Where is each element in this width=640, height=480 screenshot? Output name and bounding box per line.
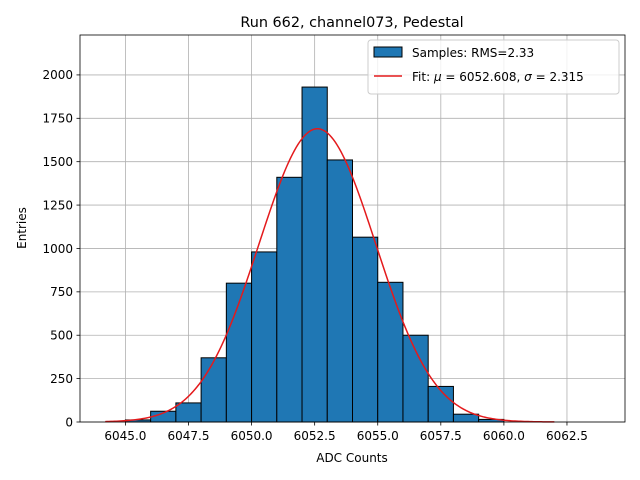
legend-fit-mu-symbol: μ [433,70,442,84]
histogram-bar [251,251,278,423]
histogram-bar [175,402,202,423]
x-tick-label: 6060.0 [483,429,525,443]
x-tick-label: 6050.0 [231,429,273,443]
x-tick-label: 6055.0 [357,429,399,443]
y-tick-label: 250 [50,372,73,386]
legend-fit-prefix: Fit: [412,70,434,84]
chart-title: Run 662, channel073, Pedestal [240,15,463,31]
histogram-bar [326,159,354,423]
x-tick-label: 6052.5 [294,429,336,443]
histogram-bar [452,413,480,423]
y-axis-label: Entries [15,207,29,249]
legend-label-samples: Samples: RMS=2.33 [412,46,534,60]
fit-curve [105,127,555,423]
y-tick-label: 1250 [42,198,73,212]
histogram-bar [276,176,303,423]
x-axis: 6045.0 6047.5 6050.0 6052.5 6055.0 6057.5 6060… [104,422,588,443]
legend-fit-mu-value: = 6052.608, [442,70,525,84]
y-tick-label: 1000 [42,242,73,256]
histogram-bar [352,236,379,423]
y-tick-label: 0 [65,415,73,429]
histogram-bar [301,86,328,423]
x-tick-label: 6047.5 [167,429,209,443]
legend-fit-sigma-symbol: σ [524,70,532,84]
legend-fit-sigma-value: = 2.315 [532,70,584,84]
y-tick-label: 750 [50,285,73,299]
gaussian-fit [105,127,555,423]
x-tick-label: 6057.5 [420,429,462,443]
histogram-bar [402,334,429,423]
y-tick-label: 500 [50,329,73,343]
x-tick-label: 6045.0 [104,429,146,443]
y-tick-label: 1750 [42,112,73,126]
x-axis-label: ADC Counts [316,451,388,465]
histogram-bar [200,357,227,423]
legend: Samples: RMS=2.33 Fit: μ = 6052.608, σ =… [367,39,620,95]
y-axis: 0 250 500 750 1000 1250 1500 1750 2000 [42,68,80,429]
legend-label-fit: Fit: μ = 6052.608, σ = 2.315 [412,70,584,84]
legend-box [367,39,620,95]
x-tick-label: 6062.5 [546,429,588,443]
y-tick-label: 1500 [42,155,73,169]
histogram-bar [377,281,404,423]
histogram-bars [124,86,505,423]
plot-frame [79,34,626,423]
legend-swatch-samples [373,46,403,58]
y-tick-label: 2000 [42,68,73,82]
histogram-bar [427,385,454,423]
